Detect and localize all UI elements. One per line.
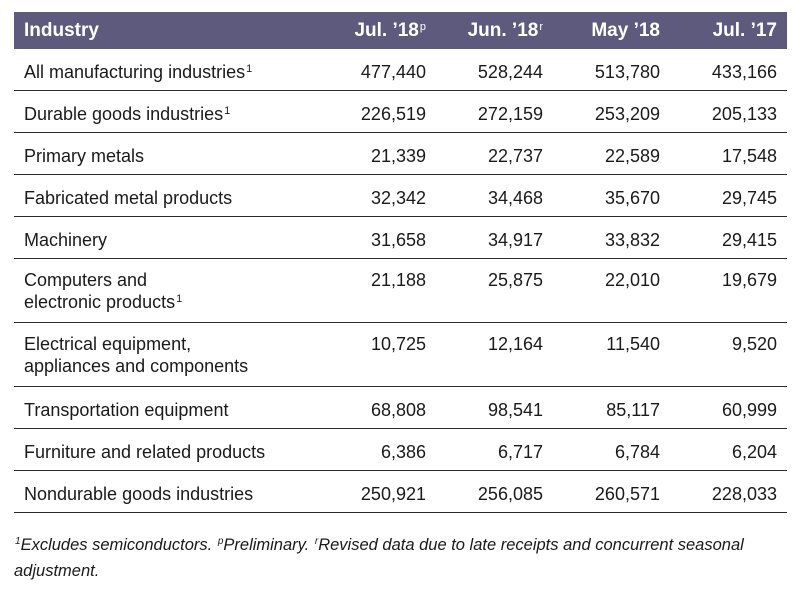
row-value-cell: 205,133 [711,104,777,124]
table-row: Nondurable goods industries 250,921 256,08… [14,471,787,513]
row-value-cell: 11,540 [606,334,660,354]
row-industry-label: Furniture and related products [24,442,266,462]
row-value-cell: 513,780 [594,62,660,82]
table-row: All manufacturing industries1 477,440 528,… [14,49,787,91]
header-col-jun18: Jun. ’18r [467,19,543,41]
row-value-cell: 25,875 [487,270,543,290]
row-value-cell: 253,209 [594,104,660,124]
footnote: 1Excludes semiconductors. pPreliminary. … [14,536,744,580]
table-row: Durable goods industries1 226,519 272,159 2… [14,91,787,133]
row-value-cell: 260,571 [594,484,660,504]
row-industry-label: Durable goods industries1 [24,104,231,124]
table-row: Primary metals 21,339 22,737 22,589 17,548 [14,133,787,175]
row-value-cell: 29,745 [721,188,777,208]
table-row: Fabricated metal products 32,342 34,468 35,… [14,175,787,217]
header-industry: Industry [24,19,99,41]
row-industry-label: All manufacturing industries1 [24,62,253,82]
table-row: Computers and electronic products1 21,188 2… [14,259,787,323]
table-body: All manufacturing industries1 477,440 528,… [14,49,787,513]
row-value-cell: 477,440 [360,62,426,82]
header-col-may18: May ’18 [591,19,660,41]
row-value-cell: 272,159 [477,104,543,124]
manufacturing-shipments-table: Industry Jul. ’18p Jun. ’18r May ’18 Jul… [14,12,787,513]
header-col-jul17: Jul. ’17 [712,19,777,41]
row-value-cell: 256,085 [477,484,543,504]
row-value-cell: 60,999 [721,400,777,420]
header-row: Industry Jul. ’18p Jun. ’18r May ’18 Jul… [14,12,787,49]
row-industry-label: Nondurable goods industries [24,484,254,504]
row-value-cell: 29,415 [721,230,777,250]
row-value-cell: 34,468 [487,188,543,208]
row-value-cell: 19,679 [721,270,777,290]
row-value-cell: 22,589 [604,146,660,166]
row-value-cell: 10,725 [370,334,426,354]
row-value-cell: 68,808 [370,400,426,420]
row-industry-label: Transportation equipment [24,400,229,420]
row-value-cell: 21,339 [370,146,426,166]
table-row: Machinery 31,658 34,917 33,832 29,415 [14,217,787,259]
row-value-cell: 6,386 [380,442,426,462]
row-value-cell: 228,033 [711,484,777,504]
row-value-cell: 226,519 [360,104,426,124]
row-value-cell: 9,520 [731,334,777,354]
row-value-cell: 35,670 [604,188,660,208]
data-table-container: Industry Jul. ’18p Jun. ’18r May ’18 Jul… [14,12,787,513]
row-industry-label: Fabricated metal products [24,188,233,208]
row-value-cell: 98,541 [487,400,543,420]
row-value-cell: 6,204 [731,442,777,462]
row-value-cell: 32,342 [370,188,426,208]
row-value-cell: 22,010 [604,270,660,290]
row-industry-label: Primary metals [24,146,145,166]
row-value-cell: 85,117 [606,400,660,420]
row-value-cell: 433,166 [711,62,777,82]
row-value-cell: 250,921 [360,484,426,504]
table-row: Furniture and related products 6,386 6,717… [14,429,787,471]
row-value-cell: 33,832 [604,230,660,250]
row-value-cell: 12,164 [487,334,543,354]
row-value-cell: 22,737 [487,146,543,166]
row-industry-label: Electrical equipment, appliances and comp… [24,334,249,376]
row-value-cell: 528,244 [477,62,543,82]
row-value-cell: 17,548 [721,146,777,166]
row-industry-label: Computers and electronic products1 [24,270,183,312]
row-value-cell: 6,717 [497,442,543,462]
row-value-cell: 34,917 [487,230,543,250]
row-industry-label: Machinery [24,230,108,250]
table-row: Electrical equipment, appliances and comp… [14,323,787,387]
row-value-cell: 6,784 [614,442,660,462]
row-value-cell: 21,188 [370,270,426,290]
table-header: Industry Jul. ’18p Jun. ’18r May ’18 Jul… [14,12,787,49]
table-row: Transportation equipment 68,808 98,541 85,1… [14,387,787,429]
row-value-cell: 31,658 [370,230,426,250]
header-col-jul18: Jul. ’18p [354,19,426,41]
